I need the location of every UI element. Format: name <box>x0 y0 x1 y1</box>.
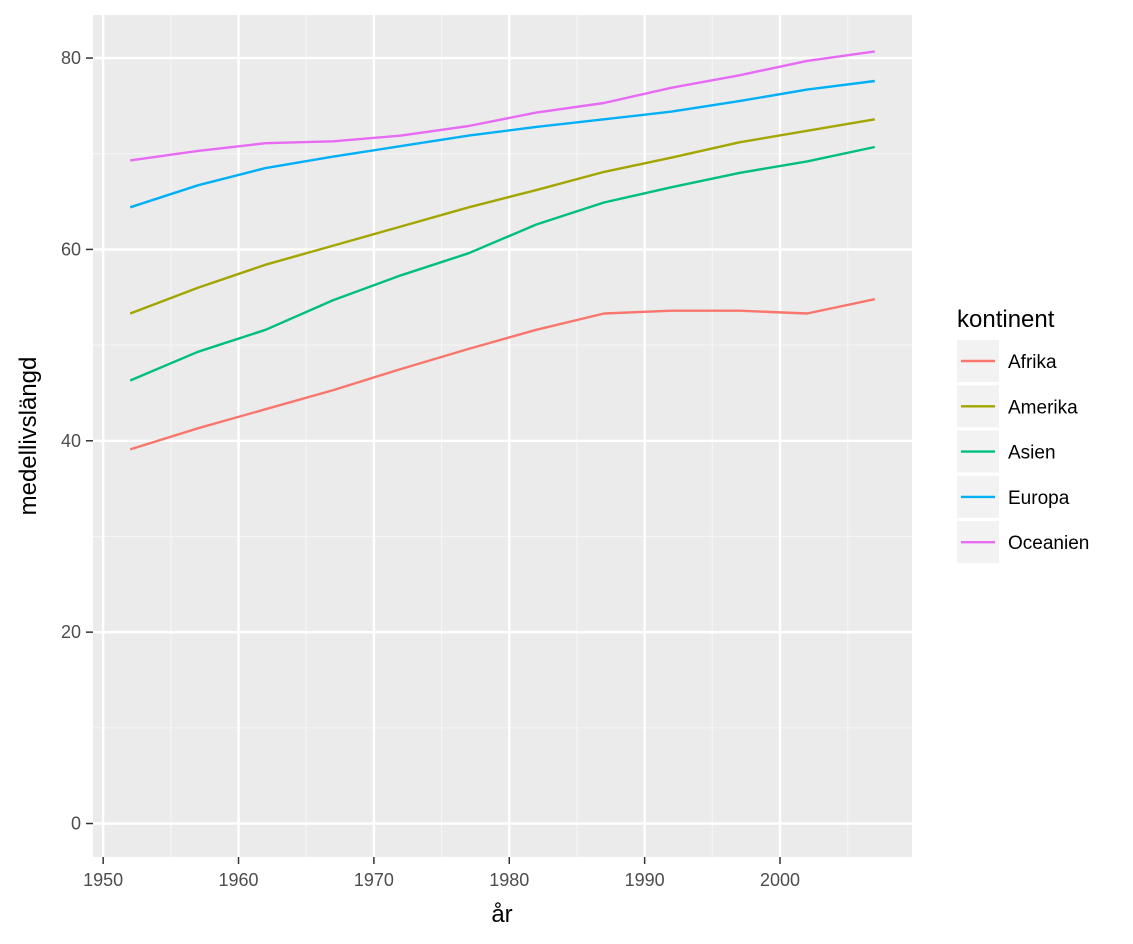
x-axis-title: år <box>491 901 512 928</box>
x-tick-label: 1970 <box>354 870 394 890</box>
y-tick-label: 60 <box>61 239 81 259</box>
series-line-oceanien <box>130 50 875 162</box>
series-line-asien <box>129 145 876 382</box>
x-tick-label: 1950 <box>83 870 123 890</box>
x-tick-label: 1990 <box>625 870 665 890</box>
plot-panel <box>93 15 912 857</box>
y-tick-labels: 0 20 40 60 80 <box>61 48 81 833</box>
y-axis-title: medellivslängd <box>15 357 42 516</box>
y-tick-label: 0 <box>71 814 81 834</box>
legend-label-amerika: Amerika <box>1008 397 1078 418</box>
minor-gridlines <box>93 15 912 857</box>
y-tick-label: 40 <box>61 431 81 451</box>
legend-label-afrika: Afrika <box>1008 352 1057 373</box>
legend-label-asien: Asien <box>1008 443 1056 464</box>
series-lines <box>129 50 876 451</box>
x-tick-label: 2000 <box>760 870 800 890</box>
series-line-europa <box>129 79 875 209</box>
y-tick-label: 20 <box>61 622 81 642</box>
y-tick-label: 80 <box>61 48 81 68</box>
x-tick-label: 1980 <box>489 870 529 890</box>
legend-label-europa: Europa <box>1008 488 1070 509</box>
series-line-afrika <box>129 298 876 451</box>
x-tick-label: 1960 <box>219 870 259 890</box>
series-line-amerika <box>129 118 876 315</box>
axis-ticks <box>86 57 781 864</box>
legend-title: kontinent <box>957 306 1055 333</box>
legend-label-oceanien: Oceanien <box>1008 533 1089 554</box>
x-tick-labels: 1950 1960 1970 1980 1990 2000 <box>83 870 800 890</box>
legend: kontinent Afrika Amerika Asien Europa Oceani… <box>957 306 1089 564</box>
major-gridlines <box>93 15 912 857</box>
